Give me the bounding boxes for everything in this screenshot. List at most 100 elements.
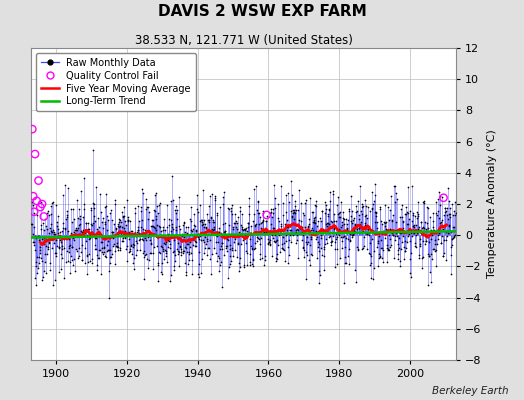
Point bbox=[283, 224, 292, 230]
Point bbox=[161, 249, 170, 256]
Point bbox=[179, 250, 187, 257]
Point bbox=[168, 224, 176, 230]
Point bbox=[250, 222, 259, 229]
Point bbox=[242, 225, 250, 231]
Point bbox=[358, 201, 366, 207]
Point bbox=[357, 204, 366, 210]
Point bbox=[77, 248, 85, 255]
Point bbox=[312, 198, 321, 204]
Point bbox=[443, 216, 452, 222]
Point bbox=[271, 239, 280, 245]
Point bbox=[267, 253, 276, 260]
Point bbox=[151, 225, 159, 232]
Point bbox=[32, 262, 40, 269]
Point bbox=[51, 250, 59, 256]
Point bbox=[172, 224, 181, 230]
Point bbox=[333, 234, 342, 240]
Point bbox=[226, 253, 235, 260]
Point bbox=[342, 216, 350, 222]
Point bbox=[134, 202, 142, 209]
Point bbox=[133, 228, 141, 235]
Point bbox=[71, 268, 79, 274]
Point bbox=[433, 241, 441, 247]
Point bbox=[37, 255, 46, 262]
Point bbox=[416, 243, 424, 250]
Point bbox=[119, 214, 127, 220]
Point bbox=[441, 209, 449, 215]
Point bbox=[160, 256, 168, 262]
Point bbox=[278, 245, 286, 251]
Point bbox=[197, 237, 205, 243]
Point bbox=[71, 227, 80, 233]
Point bbox=[367, 260, 376, 266]
Point bbox=[262, 218, 270, 224]
Point bbox=[380, 219, 388, 225]
Point bbox=[168, 220, 176, 227]
Point bbox=[170, 237, 178, 243]
Point bbox=[97, 271, 105, 278]
Point bbox=[276, 249, 284, 255]
Point bbox=[68, 219, 77, 225]
Point bbox=[419, 224, 428, 230]
Point bbox=[257, 225, 266, 231]
Point bbox=[326, 218, 335, 225]
Point bbox=[354, 225, 363, 232]
Point bbox=[257, 235, 265, 241]
Legend: Raw Monthly Data, Quality Control Fail, Five Year Moving Average, Long-Term Tren: Raw Monthly Data, Quality Control Fail, … bbox=[36, 53, 196, 111]
Point bbox=[399, 219, 407, 226]
Point bbox=[299, 244, 308, 250]
Point bbox=[364, 226, 372, 232]
Point bbox=[305, 228, 313, 235]
Point bbox=[160, 239, 168, 246]
Point bbox=[96, 247, 104, 254]
Point bbox=[283, 224, 291, 230]
Point bbox=[321, 210, 330, 217]
Point bbox=[123, 218, 132, 224]
Point bbox=[363, 246, 371, 252]
Point bbox=[316, 245, 325, 252]
Point bbox=[155, 202, 163, 208]
Point bbox=[384, 246, 392, 252]
Point bbox=[203, 238, 211, 244]
Point bbox=[189, 242, 198, 248]
Point bbox=[98, 245, 106, 251]
Point bbox=[431, 198, 440, 205]
Point bbox=[359, 244, 367, 251]
Point bbox=[304, 224, 312, 230]
Point bbox=[112, 226, 121, 232]
Point bbox=[387, 242, 395, 248]
Point bbox=[31, 275, 39, 282]
Point bbox=[434, 208, 442, 214]
Point bbox=[221, 228, 230, 234]
Point bbox=[417, 219, 425, 226]
Point bbox=[57, 246, 66, 252]
Point bbox=[383, 242, 391, 248]
Point bbox=[369, 198, 378, 204]
Point bbox=[106, 209, 114, 216]
Point bbox=[300, 227, 309, 234]
Point bbox=[449, 235, 457, 242]
Point bbox=[329, 232, 337, 239]
Point bbox=[312, 236, 320, 242]
Point bbox=[111, 261, 119, 267]
Point bbox=[413, 226, 422, 232]
Point bbox=[34, 233, 42, 239]
Point bbox=[56, 229, 64, 236]
Point bbox=[136, 236, 145, 242]
Point bbox=[62, 213, 71, 220]
Point bbox=[119, 213, 128, 219]
Point bbox=[255, 210, 264, 216]
Point bbox=[182, 269, 190, 275]
Point bbox=[424, 253, 433, 260]
Point bbox=[310, 215, 319, 222]
Point bbox=[367, 253, 375, 259]
Point bbox=[317, 231, 325, 238]
Point bbox=[49, 282, 58, 288]
Point bbox=[280, 221, 289, 228]
Point bbox=[68, 257, 77, 263]
Point bbox=[401, 248, 409, 254]
Point bbox=[451, 210, 460, 217]
Point bbox=[185, 249, 193, 256]
Point bbox=[302, 197, 310, 204]
Point bbox=[116, 219, 125, 225]
